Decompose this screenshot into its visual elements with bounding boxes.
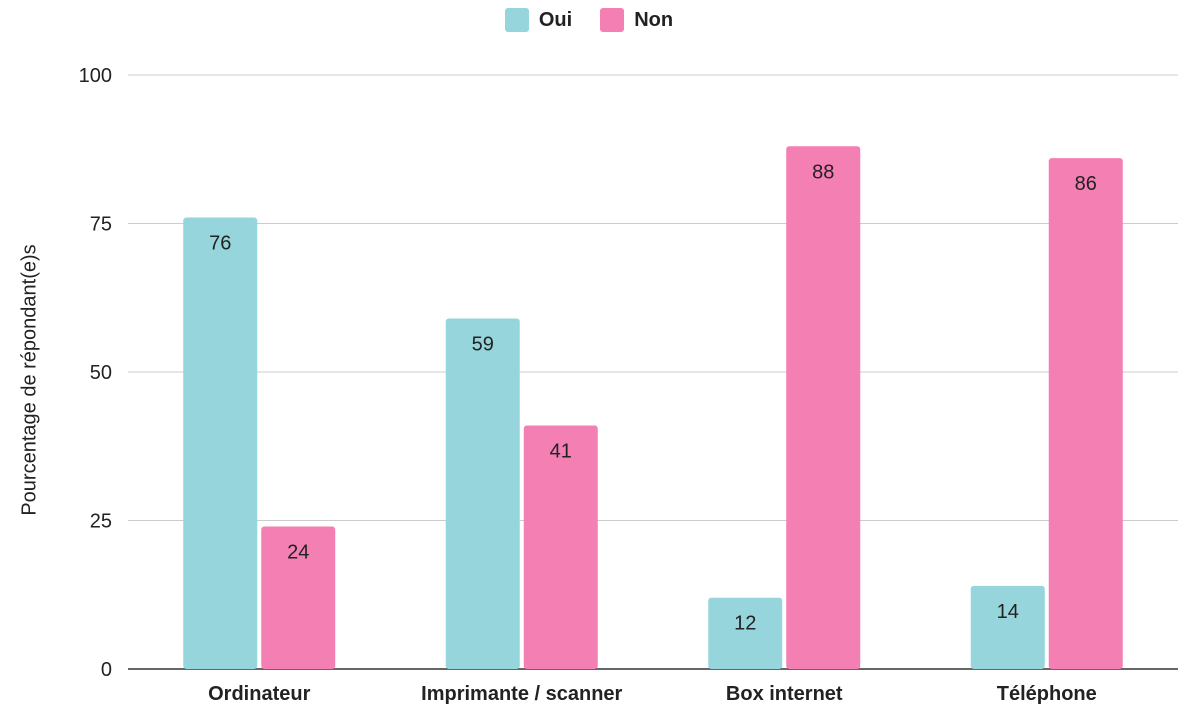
- data-label: 86: [1075, 173, 1097, 195]
- data-label: 12: [734, 613, 756, 635]
- bar-non: [261, 526, 336, 669]
- data-label: 41: [550, 440, 572, 462]
- legend-label-oui: Oui: [538, 8, 573, 31]
- x-tick-label: Imprimante / scanner: [421, 683, 622, 705]
- bar-oui: [708, 597, 783, 669]
- y-tick-label: 50: [90, 362, 112, 384]
- bar-non: [786, 146, 861, 669]
- y-tick-label: 25: [90, 511, 112, 533]
- y-tick-label: 75: [90, 214, 112, 236]
- bar-oui: [183, 217, 258, 669]
- y-tick-label: 100: [79, 65, 112, 87]
- legend-label-non: Non: [634, 8, 674, 31]
- data-label: 76: [209, 233, 231, 255]
- data-label: 88: [812, 161, 834, 183]
- legend-item-oui: Oui: [504, 8, 573, 32]
- bar-oui: [970, 585, 1045, 669]
- x-tick-label: Ordinateur: [208, 683, 310, 705]
- legend-swatch-oui: [504, 8, 529, 32]
- bar-non: [523, 425, 598, 669]
- x-tick-label: Box internet: [726, 683, 843, 705]
- chart-legend: Oui Non: [0, 8, 1178, 32]
- legend-item-non: Non: [600, 8, 673, 32]
- bar-non: [1048, 158, 1123, 669]
- x-tick-label: Téléphone: [997, 683, 1097, 705]
- data-label: 14: [997, 601, 1019, 623]
- y-tick-label: 0: [101, 659, 112, 681]
- legend-swatch-non: [600, 8, 625, 32]
- data-label: 59: [472, 334, 494, 356]
- bar-oui: [445, 318, 520, 669]
- data-label: 24: [287, 541, 309, 563]
